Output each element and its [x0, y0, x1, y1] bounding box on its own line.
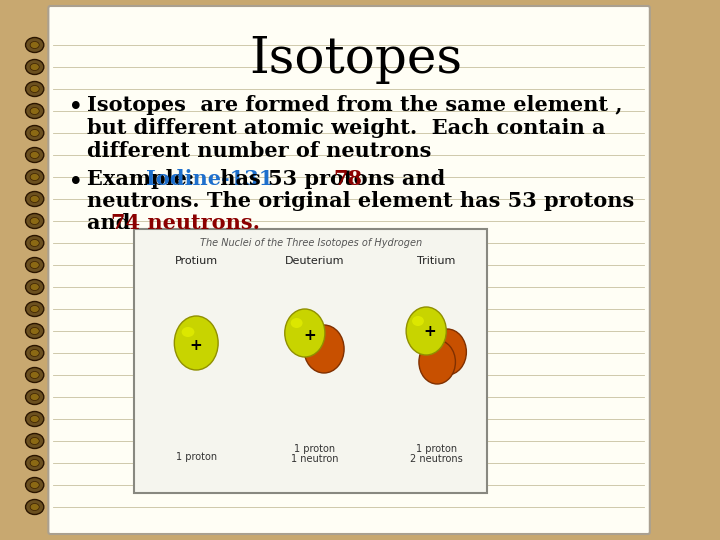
Ellipse shape — [30, 130, 40, 137]
Ellipse shape — [30, 460, 40, 467]
Ellipse shape — [25, 280, 44, 294]
Ellipse shape — [25, 125, 44, 140]
Text: Isotopes: Isotopes — [249, 35, 462, 84]
Ellipse shape — [30, 437, 40, 444]
Text: 2 neutrons: 2 neutrons — [410, 454, 463, 464]
Ellipse shape — [30, 64, 40, 71]
Text: and: and — [86, 213, 138, 233]
Text: •: • — [68, 170, 84, 195]
Ellipse shape — [284, 309, 325, 357]
Ellipse shape — [428, 329, 467, 375]
Ellipse shape — [30, 107, 40, 114]
Ellipse shape — [30, 240, 40, 246]
Ellipse shape — [30, 195, 40, 202]
Ellipse shape — [25, 500, 44, 515]
Ellipse shape — [30, 284, 40, 291]
Text: 1 proton: 1 proton — [294, 444, 336, 454]
Ellipse shape — [25, 258, 44, 273]
Ellipse shape — [25, 37, 44, 52]
Ellipse shape — [412, 316, 424, 326]
Ellipse shape — [25, 389, 44, 404]
Ellipse shape — [30, 415, 40, 422]
Ellipse shape — [25, 411, 44, 427]
Text: +: + — [423, 323, 436, 339]
Text: 1 neutron: 1 neutron — [291, 454, 338, 464]
Text: neutrons. The original element has 53 protons: neutrons. The original element has 53 pr… — [86, 191, 634, 211]
Ellipse shape — [25, 170, 44, 185]
Ellipse shape — [30, 349, 40, 356]
Text: 1 proton: 1 proton — [176, 452, 217, 462]
Text: Tritium: Tritium — [417, 256, 456, 266]
Text: Deuterium: Deuterium — [285, 256, 345, 266]
Ellipse shape — [181, 327, 194, 337]
Ellipse shape — [406, 307, 446, 355]
Ellipse shape — [30, 152, 40, 159]
Text: The Nuclei of the Three Isotopes of Hydrogen: The Nuclei of the Three Isotopes of Hydr… — [199, 238, 422, 248]
Ellipse shape — [30, 482, 40, 489]
Ellipse shape — [30, 261, 40, 268]
FancyBboxPatch shape — [134, 229, 487, 493]
Ellipse shape — [30, 85, 40, 92]
Text: +: + — [190, 338, 202, 353]
Ellipse shape — [25, 235, 44, 251]
Ellipse shape — [30, 372, 40, 379]
Text: Isotopes  are formed from the same element ,: Isotopes are formed from the same elemen… — [86, 95, 622, 115]
Ellipse shape — [30, 394, 40, 401]
Text: but different atomic weight.  Each contain a: but different atomic weight. Each contai… — [86, 118, 606, 138]
Ellipse shape — [174, 316, 218, 370]
Ellipse shape — [25, 82, 44, 97]
Ellipse shape — [25, 434, 44, 449]
Text: 1 proton: 1 proton — [415, 444, 456, 454]
Ellipse shape — [25, 323, 44, 339]
Ellipse shape — [30, 42, 40, 49]
Text: 78: 78 — [333, 169, 362, 189]
Ellipse shape — [304, 325, 344, 373]
Text: +: + — [303, 327, 316, 342]
Text: Protium: Protium — [175, 256, 217, 266]
Text: 74 neutrons.: 74 neutrons. — [112, 213, 261, 233]
Ellipse shape — [25, 301, 44, 316]
Ellipse shape — [25, 104, 44, 118]
Text: Example:: Example: — [86, 169, 202, 189]
Ellipse shape — [30, 173, 40, 180]
Text: different number of neutrons: different number of neutrons — [86, 141, 431, 161]
Ellipse shape — [25, 368, 44, 382]
Ellipse shape — [25, 346, 44, 361]
Ellipse shape — [30, 306, 40, 313]
Ellipse shape — [30, 327, 40, 334]
Ellipse shape — [25, 147, 44, 163]
Ellipse shape — [30, 503, 40, 510]
Ellipse shape — [25, 192, 44, 206]
Text: Iodine-131: Iodine-131 — [146, 169, 274, 189]
Ellipse shape — [291, 318, 302, 328]
Text: •: • — [68, 95, 84, 120]
Ellipse shape — [30, 218, 40, 225]
Ellipse shape — [419, 340, 456, 384]
FancyBboxPatch shape — [48, 6, 650, 534]
Ellipse shape — [25, 477, 44, 492]
Ellipse shape — [25, 59, 44, 75]
Text: has 53 protons and: has 53 protons and — [212, 169, 452, 189]
Ellipse shape — [25, 456, 44, 470]
Ellipse shape — [25, 213, 44, 228]
